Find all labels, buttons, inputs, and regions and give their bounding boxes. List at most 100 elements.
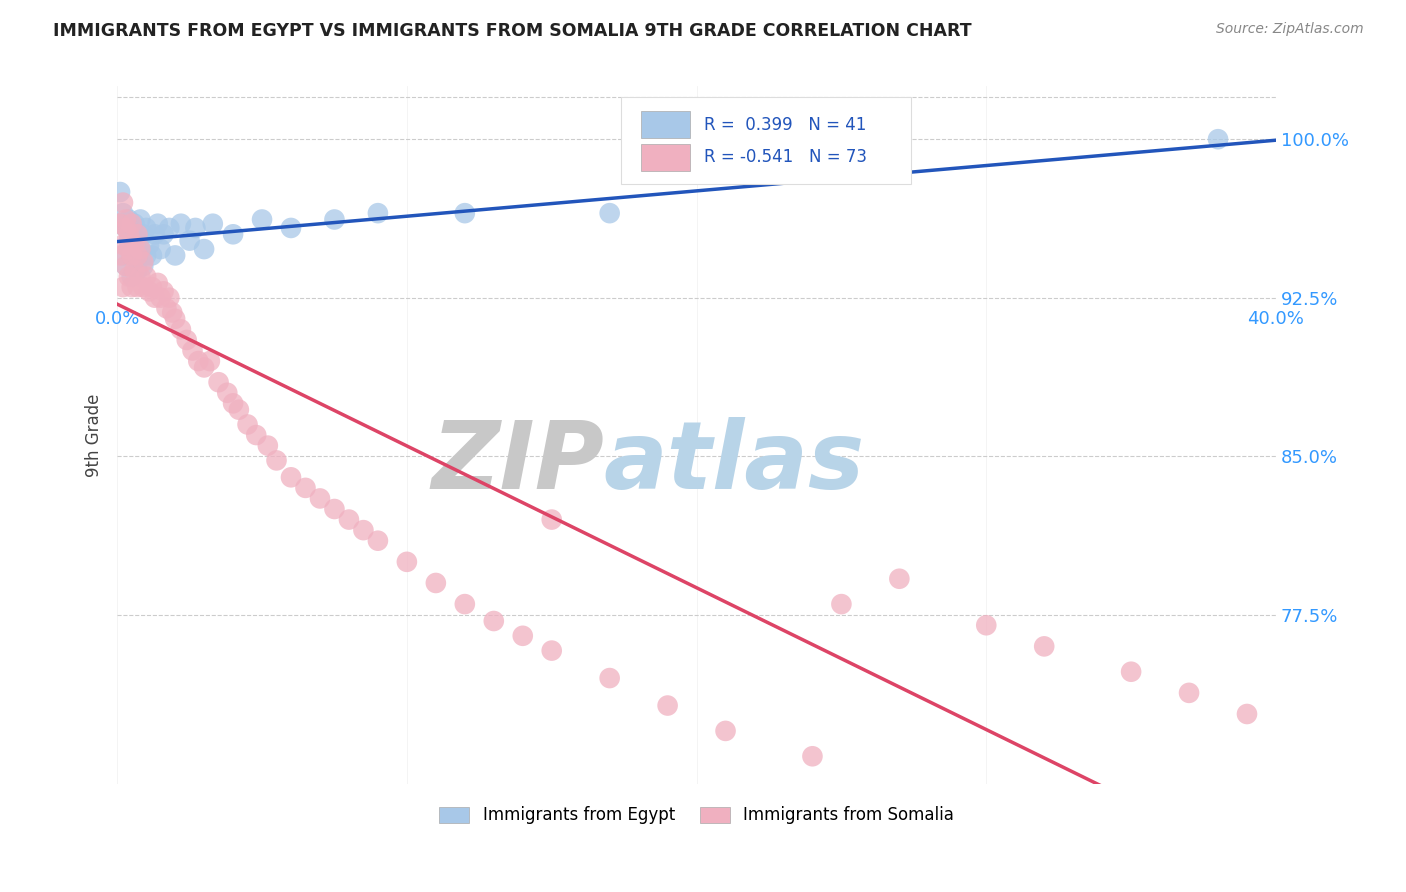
- Point: [111, 280, 134, 294]
- Point: [124, 238, 146, 252]
- Point: [146, 276, 169, 290]
- Point: [132, 227, 155, 242]
- Point: [124, 248, 146, 262]
- Point: [889, 572, 911, 586]
- Point: [217, 385, 239, 400]
- Point: [127, 263, 149, 277]
- Point: [143, 291, 166, 305]
- Point: [115, 259, 138, 273]
- Point: [1178, 686, 1201, 700]
- Point: [124, 217, 146, 231]
- Point: [143, 227, 166, 242]
- Point: [149, 291, 172, 305]
- Point: [127, 280, 149, 294]
- Point: [280, 470, 302, 484]
- Point: [115, 221, 138, 235]
- Text: Source: ZipAtlas.com: Source: ZipAtlas.com: [1216, 22, 1364, 37]
- Point: [141, 280, 163, 294]
- Point: [115, 259, 138, 273]
- Point: [115, 221, 138, 235]
- Point: [245, 428, 267, 442]
- Point: [135, 248, 157, 262]
- Point: [111, 248, 134, 262]
- Text: atlas: atlas: [603, 417, 865, 509]
- Point: [135, 221, 157, 235]
- Point: [801, 749, 824, 764]
- Point: [540, 512, 562, 526]
- Point: [512, 629, 534, 643]
- Point: [1119, 665, 1142, 679]
- Point: [108, 185, 131, 199]
- Point: [228, 402, 250, 417]
- Point: [337, 512, 360, 526]
- Point: [118, 212, 141, 227]
- Point: [121, 248, 143, 262]
- Point: [165, 311, 187, 326]
- Point: [193, 242, 215, 256]
- Point: [1206, 132, 1229, 146]
- Text: R = -0.541   N = 73: R = -0.541 N = 73: [703, 148, 866, 167]
- Point: [395, 555, 418, 569]
- Point: [129, 242, 152, 256]
- Point: [111, 238, 134, 252]
- Point: [367, 206, 389, 220]
- Point: [170, 322, 193, 336]
- Point: [121, 269, 143, 284]
- Point: [121, 280, 143, 294]
- Point: [222, 396, 245, 410]
- Point: [157, 221, 180, 235]
- Point: [127, 227, 149, 242]
- Point: [118, 269, 141, 284]
- Point: [830, 597, 852, 611]
- Point: [714, 723, 737, 738]
- Point: [118, 242, 141, 256]
- Point: [111, 206, 134, 220]
- Point: [207, 375, 229, 389]
- Point: [454, 206, 477, 220]
- Point: [222, 227, 245, 242]
- Point: [108, 248, 131, 262]
- Point: [250, 212, 273, 227]
- Legend: Immigrants from Egypt, Immigrants from Somalia: Immigrants from Egypt, Immigrants from S…: [439, 806, 953, 824]
- Text: 0.0%: 0.0%: [94, 310, 139, 327]
- Point: [425, 576, 447, 591]
- Point: [124, 263, 146, 277]
- Point: [599, 671, 621, 685]
- Point: [129, 269, 152, 284]
- Point: [118, 234, 141, 248]
- Point: [657, 698, 679, 713]
- Point: [165, 248, 187, 262]
- Point: [157, 291, 180, 305]
- Point: [129, 242, 152, 256]
- Point: [367, 533, 389, 548]
- Point: [201, 217, 224, 231]
- Point: [155, 301, 177, 316]
- Point: [256, 439, 278, 453]
- Point: [266, 453, 288, 467]
- Text: R =  0.399   N = 41: R = 0.399 N = 41: [703, 116, 866, 134]
- Point: [294, 481, 316, 495]
- Point: [280, 221, 302, 235]
- Point: [132, 259, 155, 273]
- Point: [152, 227, 174, 242]
- Point: [121, 227, 143, 242]
- Point: [599, 206, 621, 220]
- Point: [152, 285, 174, 299]
- Point: [236, 417, 259, 432]
- Point: [309, 491, 332, 506]
- FancyBboxPatch shape: [641, 145, 689, 170]
- Point: [193, 360, 215, 375]
- Point: [1236, 706, 1258, 721]
- Point: [176, 333, 198, 347]
- Point: [160, 305, 183, 319]
- Point: [138, 238, 160, 252]
- Point: [454, 597, 477, 611]
- Text: IMMIGRANTS FROM EGYPT VS IMMIGRANTS FROM SOMALIA 9TH GRADE CORRELATION CHART: IMMIGRANTS FROM EGYPT VS IMMIGRANTS FROM…: [53, 22, 972, 40]
- Point: [170, 217, 193, 231]
- Point: [1033, 640, 1056, 654]
- Point: [127, 234, 149, 248]
- Point: [184, 221, 207, 235]
- Point: [132, 280, 155, 294]
- Point: [127, 248, 149, 262]
- Point: [129, 212, 152, 227]
